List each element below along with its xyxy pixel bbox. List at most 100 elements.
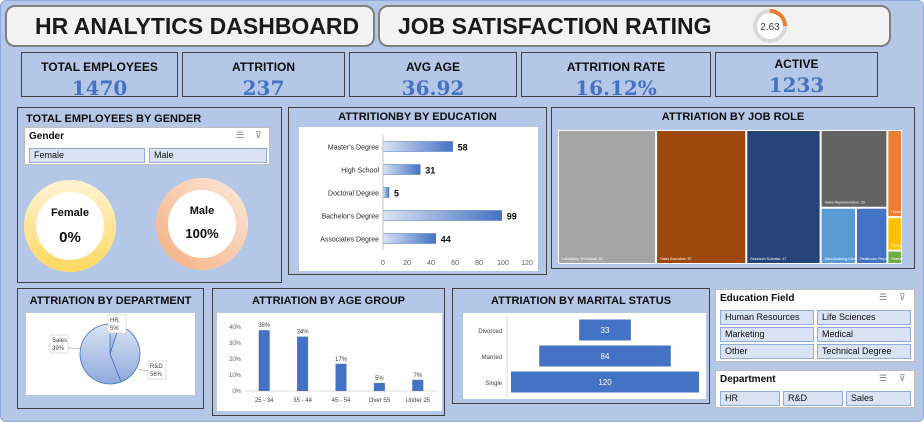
education-x-tick: 0 bbox=[381, 260, 385, 267]
treemap-tile bbox=[888, 251, 901, 263]
treemap-tile bbox=[821, 208, 855, 263]
treemap-tile-label: Research Scientist, 47 bbox=[750, 257, 786, 261]
age-y-tick: 40% bbox=[229, 325, 242, 331]
kpi-label: ATTRITION bbox=[231, 60, 296, 74]
education-bar bbox=[382, 233, 437, 244]
gender-donuts: Female 0% Male 100% bbox=[24, 178, 248, 272]
department-chart-title: ATTRIATION BY DEPARTMENT bbox=[29, 295, 192, 307]
kpi-total-employees: TOTAL EMPLOYEES 1470 bbox=[21, 52, 178, 100]
department-option-sales[interactable]: Sales bbox=[846, 391, 911, 406]
multi-select-icon[interactable]: ☰ bbox=[236, 130, 245, 140]
clear-filter-icon[interactable]: ⊽ bbox=[899, 292, 906, 302]
age-value-label: 38% bbox=[258, 323, 271, 329]
education-bar-chart: Master's Degree 58 High School 31 Doctoral D… bbox=[299, 127, 538, 271]
treemap-tile bbox=[888, 131, 901, 217]
marital-funnel-chart: Divorced 33 Married 84 Single 120 bbox=[463, 313, 706, 399]
treemap-tile-label: Manager, 5 bbox=[891, 244, 902, 248]
treemap-tile-label: Sales Executive, 57 bbox=[660, 257, 692, 261]
male-donut-arc bbox=[156, 178, 248, 270]
age-value-label: 7% bbox=[413, 373, 422, 379]
marital-bar bbox=[511, 371, 699, 393]
marital-category-label: Single bbox=[485, 381, 502, 387]
treemap-tile-label: Laboratory Technician, 62 bbox=[562, 257, 603, 261]
education-bar bbox=[382, 210, 503, 221]
marital-category-label: Married bbox=[482, 355, 502, 361]
education-bar bbox=[382, 141, 453, 152]
department-option-hr[interactable]: HR bbox=[720, 391, 780, 406]
age-y-tick: 0% bbox=[232, 389, 241, 395]
education-option-other[interactable]: Other bbox=[720, 344, 814, 359]
gender-option-male[interactable]: Male bbox=[149, 148, 267, 163]
education-field-slicer: Education Field ☰ ⊽ Human Resources Life… bbox=[715, 289, 915, 362]
satisfaction-gauge: 2.63 bbox=[753, 9, 787, 43]
jobrole-chart-title: ATTRIATION BY JOB ROLE bbox=[661, 111, 805, 123]
treemap-tile bbox=[856, 208, 887, 263]
education-category-label: Master's Degree bbox=[328, 145, 379, 152]
department-pie-slice bbox=[79, 323, 122, 385]
female-donut-arc bbox=[24, 180, 116, 272]
department-label-name: R&D bbox=[150, 364, 163, 370]
education-option-technical-degree[interactable]: Technical Degree bbox=[817, 344, 911, 359]
jobrole-panel: ATTRIATION BY JOB ROLE Laboratory Techni… bbox=[551, 107, 915, 269]
marital-value-label: 84 bbox=[601, 352, 610, 361]
age-category-label: Over 55 bbox=[369, 398, 391, 404]
dashboard-title: HR ANALYTICS DASHBOARD bbox=[35, 12, 360, 39]
education-panel: ATTRITIONBY BY EDUCATION Master's Degree… bbox=[288, 107, 547, 275]
job-satisfaction-box: JOB SATISFACTION RATING bbox=[378, 5, 891, 47]
department-label-pct: 56% bbox=[150, 372, 163, 378]
multi-select-icon[interactable]: ☰ bbox=[879, 292, 888, 302]
gender-slicer: Gender ☰ ⊽ Female Male bbox=[24, 127, 270, 165]
treemap-tile bbox=[559, 131, 656, 263]
age-y-tick: 20% bbox=[229, 357, 242, 363]
department-label-pct: 39% bbox=[52, 346, 65, 352]
gender-panel-title: TOTAL EMPLOYEES BY GENDER bbox=[26, 113, 202, 125]
education-value-label: 5 bbox=[394, 189, 399, 199]
education-category-label: High School bbox=[341, 168, 379, 175]
age-bar bbox=[373, 383, 385, 391]
male-donut-label: Male bbox=[190, 205, 214, 217]
education-category-label: Associates Degree bbox=[320, 237, 379, 244]
treemap-tile-label: Sales Representative, 33 bbox=[825, 201, 865, 205]
age-chart-title: ATTRIATION BY AGE GROUP bbox=[252, 295, 405, 307]
age-bar bbox=[297, 336, 309, 391]
education-category-label: Doctoral Degree bbox=[328, 191, 379, 198]
education-x-tick: 100 bbox=[497, 260, 509, 267]
department-option-rd[interactable]: R&D bbox=[783, 391, 843, 406]
department-label-box bbox=[49, 334, 69, 354]
treemap-tile-label: Manufacturing Director, 10 bbox=[825, 257, 867, 261]
department-label-pct: 5% bbox=[110, 326, 119, 332]
education-value-label: 58 bbox=[458, 143, 468, 153]
age-bar bbox=[335, 363, 347, 391]
kpi-label: AVG AGE bbox=[405, 60, 460, 74]
jobrole-treemap: Laboratory Technician, 62 Sales Executive… bbox=[558, 130, 902, 264]
marital-value-label: 33 bbox=[601, 326, 610, 335]
education-x-tick: 40 bbox=[427, 260, 435, 267]
education-bar bbox=[382, 164, 421, 175]
education-chart-title: ATTRITIONBY BY EDUCATION bbox=[338, 111, 497, 123]
multi-select-icon[interactable]: ☰ bbox=[879, 373, 888, 383]
marital-bar bbox=[579, 319, 631, 341]
treemap-tile-label: Human Resources, 12 bbox=[891, 210, 902, 214]
age-category-label: Under 25 bbox=[405, 398, 430, 404]
education-option-life-sciences[interactable]: Life Sciences bbox=[817, 310, 911, 325]
education-x-tick: 80 bbox=[475, 260, 483, 267]
kpi-active: ACTIVE 1233 bbox=[715, 52, 878, 97]
clear-filter-icon[interactable]: ⊽ bbox=[899, 373, 906, 383]
education-option-medical[interactable]: Medical bbox=[817, 327, 911, 342]
gender-option-female[interactable]: Female bbox=[29, 148, 145, 163]
age-y-tick: 10% bbox=[229, 373, 242, 379]
clear-filter-icon[interactable]: ⊽ bbox=[255, 130, 262, 140]
education-value-label: 31 bbox=[425, 166, 435, 176]
kpi-value: 36.92 bbox=[401, 76, 465, 100]
kpi-avg-age: AVG AGE 36.92 bbox=[349, 52, 517, 100]
marital-panel: ATTRIATION BY MARITAL STATUS Divorced 33 M… bbox=[452, 288, 710, 404]
age-value-label: 17% bbox=[335, 357, 348, 363]
department-label-box bbox=[147, 360, 167, 380]
education-option-marketing[interactable]: Marketing bbox=[720, 327, 814, 342]
education-option-human-resources[interactable]: Human Resources bbox=[720, 310, 814, 325]
marital-value-label: 120 bbox=[598, 378, 612, 387]
treemap-tile-label: Healthcare Representative, 9 bbox=[860, 257, 902, 261]
satisfaction-value: 2.63 bbox=[760, 22, 780, 33]
treemap-tile bbox=[747, 131, 820, 263]
